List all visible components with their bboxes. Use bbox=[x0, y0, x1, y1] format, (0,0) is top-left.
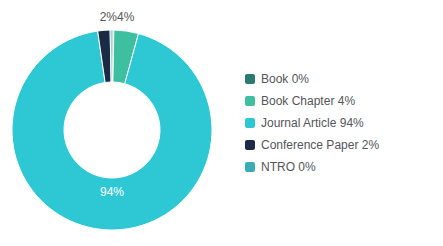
svg-text:Conference Paper 2%: Conference Paper 2% bbox=[261, 138, 379, 152]
svg-text:Book 0%: Book 0% bbox=[261, 72, 309, 86]
svg-text:Journal Article 94%: Journal Article 94% bbox=[261, 116, 364, 130]
svg-text:Book Chapter 4%: Book Chapter 4% bbox=[261, 94, 355, 108]
svg-text:2%4%: 2%4% bbox=[100, 10, 135, 24]
svg-text:NTRO 0%: NTRO 0% bbox=[261, 160, 316, 174]
svg-text:94%: 94% bbox=[100, 185, 124, 199]
